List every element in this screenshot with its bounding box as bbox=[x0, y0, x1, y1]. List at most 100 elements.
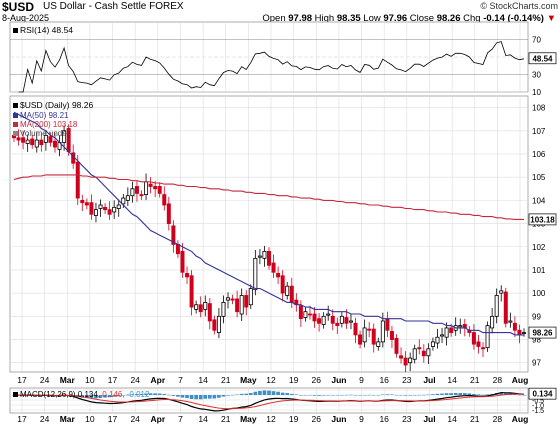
candle-body[interactable] bbox=[89, 202, 94, 215]
symbol[interactable]: $USD bbox=[2, 0, 35, 14]
candle-body[interactable] bbox=[216, 315, 221, 333]
candle-body[interactable] bbox=[522, 332, 526, 334]
candle-body[interactable] bbox=[257, 255, 262, 258]
candle-body[interactable] bbox=[116, 204, 121, 209]
candle-body[interactable] bbox=[508, 320, 513, 323]
candle-body[interactable] bbox=[490, 315, 495, 329]
candle-body[interactable] bbox=[503, 291, 508, 324]
candle-body[interactable] bbox=[248, 288, 253, 306]
candle-body[interactable] bbox=[512, 322, 517, 331]
candle-body[interactable] bbox=[198, 304, 203, 313]
candle-body[interactable] bbox=[481, 347, 486, 350]
candle-body[interactable] bbox=[358, 334, 363, 345]
candle-body[interactable] bbox=[421, 350, 426, 357]
candle-body[interactable] bbox=[267, 250, 271, 266]
price-panel[interactable]: 108107106105104103102101100999897$USD (D… bbox=[9, 95, 557, 373]
candle-body[interactable] bbox=[285, 285, 290, 296]
candle-body[interactable] bbox=[262, 250, 267, 259]
candle-body[interactable] bbox=[499, 290, 504, 294]
candle-body[interactable] bbox=[376, 341, 381, 347]
candle-body[interactable] bbox=[221, 302, 226, 317]
candle-body[interactable] bbox=[348, 320, 353, 323]
candle-body[interactable] bbox=[230, 298, 235, 301]
candle-body[interactable] bbox=[385, 318, 390, 331]
candle-body[interactable] bbox=[189, 275, 194, 308]
candle-body[interactable] bbox=[417, 347, 422, 350]
candle-body[interactable] bbox=[298, 305, 303, 320]
candle-body[interactable] bbox=[344, 317, 349, 324]
candle-body[interactable] bbox=[235, 298, 240, 313]
candle-body[interactable] bbox=[80, 199, 85, 204]
candle-body[interactable] bbox=[175, 244, 180, 255]
candle-body[interactable] bbox=[435, 336, 440, 344]
candle-body[interactable] bbox=[380, 320, 385, 343]
candle-body[interactable] bbox=[21, 137, 26, 143]
candle-body[interactable] bbox=[276, 273, 281, 278]
candle-body[interactable] bbox=[399, 355, 404, 359]
candle-body[interactable] bbox=[98, 204, 103, 209]
candle-body[interactable] bbox=[307, 313, 312, 316]
candle-body[interactable] bbox=[112, 206, 117, 213]
candle-body[interactable] bbox=[84, 202, 89, 206]
candle-body[interactable] bbox=[339, 315, 344, 324]
candle-body[interactable] bbox=[476, 341, 481, 347]
candle-body[interactable] bbox=[43, 135, 48, 143]
candle-body[interactable] bbox=[121, 197, 126, 205]
candle-body[interactable] bbox=[440, 334, 445, 337]
candle-body[interactable] bbox=[280, 275, 285, 294]
candle-body[interactable] bbox=[25, 139, 30, 144]
candle-body[interactable] bbox=[185, 273, 190, 278]
candle-body[interactable] bbox=[166, 203, 171, 224]
candle-body[interactable] bbox=[93, 209, 98, 216]
candle-body[interactable] bbox=[144, 181, 149, 195]
candle-body[interactable] bbox=[212, 319, 217, 331]
candle-body[interactable] bbox=[34, 139, 39, 148]
candle-body[interactable] bbox=[75, 161, 80, 199]
candle-body[interactable] bbox=[335, 322, 340, 327]
candle-body[interactable] bbox=[444, 327, 449, 338]
candle-body[interactable] bbox=[253, 257, 258, 291]
candle-body[interactable] bbox=[180, 250, 185, 273]
candle-body[interactable] bbox=[458, 325, 463, 328]
candle-body[interactable] bbox=[371, 328, 376, 345]
candle-body[interactable] bbox=[203, 302, 208, 310]
candle-body[interactable] bbox=[52, 140, 57, 148]
candle-body[interactable] bbox=[471, 332, 476, 345]
candle-body[interactable] bbox=[244, 295, 249, 308]
candle-body[interactable] bbox=[271, 262, 276, 273]
candle-body[interactable] bbox=[449, 327, 454, 333]
candle-body[interactable] bbox=[107, 209, 112, 215]
candle-body[interactable] bbox=[134, 186, 139, 194]
candle-body[interactable] bbox=[394, 337, 399, 354]
candle-body[interactable] bbox=[157, 186, 162, 194]
candle-body[interactable] bbox=[239, 295, 244, 315]
candle-body[interactable] bbox=[389, 331, 394, 340]
candle-body[interactable] bbox=[130, 188, 135, 197]
candle-body[interactable] bbox=[362, 327, 367, 343]
candle-body[interactable] bbox=[367, 328, 372, 331]
candle-body[interactable] bbox=[317, 318, 322, 324]
candle-body[interactable] bbox=[430, 341, 435, 347]
candle-body[interactable] bbox=[48, 136, 53, 143]
candle-body[interactable] bbox=[494, 295, 499, 317]
candle-body[interactable] bbox=[330, 315, 335, 324]
candle-body[interactable] bbox=[125, 195, 130, 201]
candle-body[interactable] bbox=[312, 313, 317, 322]
candle-body[interactable] bbox=[403, 357, 408, 366]
candle-body[interactable] bbox=[148, 183, 153, 187]
candle-body[interactable] bbox=[353, 322, 358, 336]
candle-body[interactable] bbox=[517, 329, 522, 336]
candle-body[interactable] bbox=[412, 348, 417, 360]
candle-body[interactable] bbox=[103, 206, 108, 211]
candle-body[interactable] bbox=[207, 303, 212, 322]
candle-body[interactable] bbox=[139, 194, 144, 197]
candle-body[interactable] bbox=[289, 285, 294, 303]
candle-body[interactable] bbox=[408, 357, 413, 364]
candle-body[interactable] bbox=[485, 325, 490, 349]
candle-body[interactable] bbox=[303, 311, 308, 318]
candle-body[interactable] bbox=[326, 313, 331, 316]
candle-body[interactable] bbox=[321, 315, 326, 325]
candle-body[interactable] bbox=[426, 348, 431, 357]
candle-body[interactable] bbox=[171, 225, 176, 245]
